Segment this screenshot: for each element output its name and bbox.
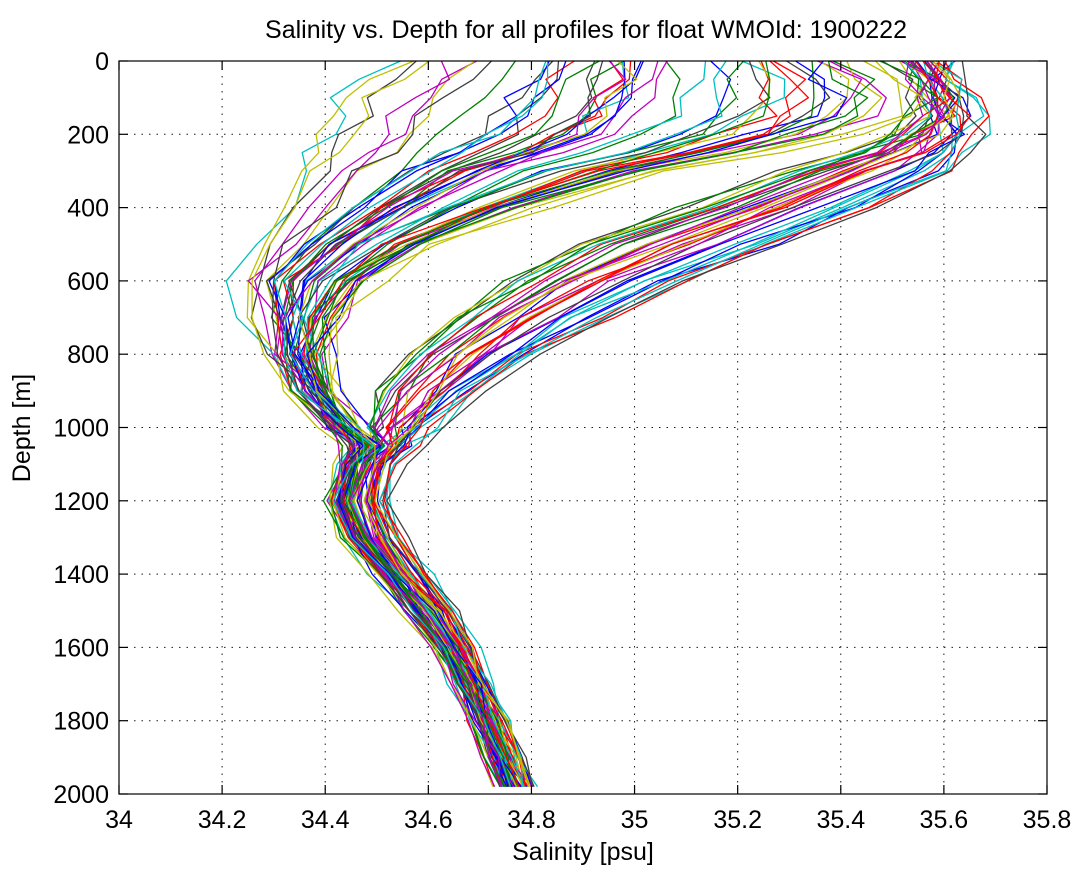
profile-line bbox=[306, 60, 848, 788]
profile-line bbox=[298, 60, 638, 787]
y-tick-label: 400 bbox=[67, 195, 109, 223]
profile-line bbox=[312, 60, 745, 787]
profile-line bbox=[370, 60, 953, 788]
profile-line bbox=[251, 60, 506, 788]
y-tick-label: 800 bbox=[67, 341, 109, 369]
x-tick-label: 34.8 bbox=[507, 806, 556, 834]
profile-line bbox=[348, 60, 944, 787]
x-tick-label: 34.4 bbox=[301, 806, 350, 834]
profile-line bbox=[373, 60, 963, 787]
x-tick-label: 35.4 bbox=[816, 806, 865, 834]
y-tick-label: 600 bbox=[67, 268, 109, 296]
profile-line bbox=[299, 60, 732, 787]
profile-line bbox=[309, 60, 771, 787]
profile-line bbox=[273, 60, 547, 787]
x-tick-label: 35.6 bbox=[920, 806, 969, 834]
grid-lines bbox=[119, 61, 1047, 794]
chart-title: Salinity vs. Depth for all profiles for … bbox=[265, 16, 907, 44]
y-axis-title: Depth [m] bbox=[8, 374, 36, 482]
y-tick-label: 1800 bbox=[53, 708, 109, 736]
x-tick-label: 35.8 bbox=[1023, 806, 1072, 834]
profile-line bbox=[374, 60, 954, 787]
y-tick-labels: 0 200 400 600 800 1000 1200 1400 1600 1800 2000 bbox=[53, 48, 109, 809]
profile-line bbox=[372, 60, 939, 787]
profile-line bbox=[378, 60, 963, 787]
x-tick-label: 34.2 bbox=[198, 806, 247, 834]
profile-line bbox=[363, 60, 951, 787]
profile-line bbox=[312, 60, 771, 787]
profile-line bbox=[266, 60, 554, 787]
profile-line bbox=[321, 60, 876, 787]
profile-line bbox=[300, 60, 727, 787]
y-tick-label: 1200 bbox=[53, 488, 109, 516]
x-tick-labels: 34 34.2 34.4 34.6 34.8 35 35.2 35.4 35.6 35.8 bbox=[105, 806, 1071, 834]
y-tick-label: 0 bbox=[95, 48, 109, 76]
x-tick-label: 35.2 bbox=[713, 806, 762, 834]
x-tick-label: 35 bbox=[621, 806, 649, 834]
profile-line bbox=[389, 60, 991, 788]
y-tick-label: 200 bbox=[67, 121, 109, 149]
profile-line bbox=[352, 60, 932, 787]
profile-line bbox=[378, 60, 990, 787]
profile-line bbox=[328, 60, 924, 787]
profile-lines bbox=[225, 60, 991, 788]
x-axis-title: Salinity [psu] bbox=[512, 838, 654, 866]
profile-line bbox=[323, 60, 826, 787]
y-tick-label: 2000 bbox=[53, 781, 109, 809]
x-tick-label: 34.6 bbox=[404, 806, 453, 834]
x-tick-label: 34 bbox=[105, 806, 133, 834]
profile-line bbox=[246, 60, 494, 787]
y-tick-label: 1600 bbox=[53, 634, 109, 662]
profile-line bbox=[303, 60, 807, 787]
y-tick-label: 1000 bbox=[53, 415, 109, 443]
axis-ticks bbox=[118, 60, 1048, 795]
y-tick-label: 1400 bbox=[53, 561, 109, 589]
profile-line bbox=[386, 60, 987, 787]
